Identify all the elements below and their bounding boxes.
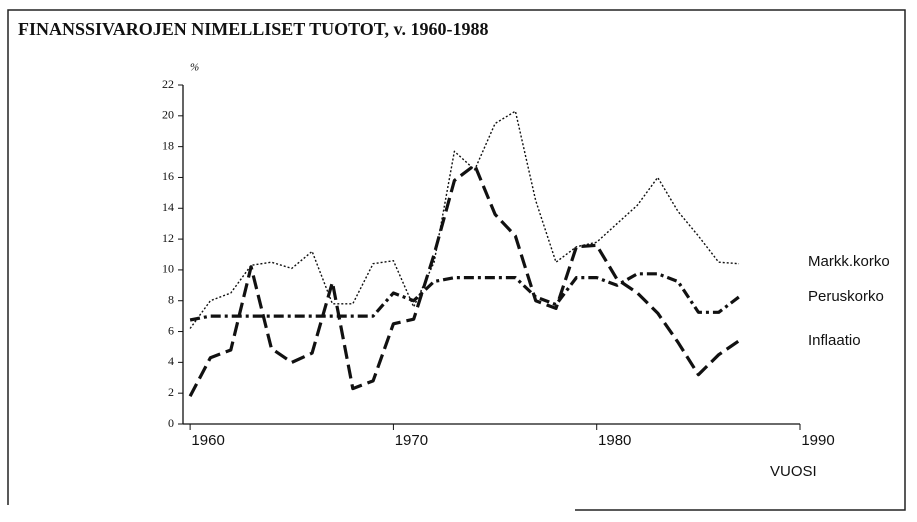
y-tick-label: 16 bbox=[162, 169, 174, 183]
y-tick-label: 10 bbox=[162, 262, 174, 276]
x-tick-label: 1960 bbox=[191, 432, 224, 449]
x-tick-label: 1970 bbox=[395, 432, 428, 449]
chart-title: FINANSSIVAROJEN NIMELLISET TUOTOT, v. 19… bbox=[18, 19, 488, 39]
x-tick-label: 1990 bbox=[801, 432, 834, 449]
y-tick-label: 22 bbox=[162, 77, 174, 91]
y-tick-label: 12 bbox=[162, 231, 174, 245]
y-axis-label: % bbox=[190, 62, 199, 74]
legend-label: Inflaatio bbox=[808, 332, 861, 349]
series-line bbox=[189, 272, 740, 322]
x-axis-label: VUOSI bbox=[770, 463, 817, 480]
y-tick-label: 18 bbox=[162, 138, 174, 152]
y-tick-label: 0 bbox=[168, 416, 174, 430]
legend-label: Peruskorko bbox=[808, 288, 884, 305]
frame bbox=[7, 9, 906, 511]
y-tick-label: 14 bbox=[162, 200, 174, 214]
series-line bbox=[188, 163, 740, 398]
y-tick-label: 8 bbox=[168, 292, 174, 306]
x-tick-label: 1980 bbox=[598, 432, 631, 449]
y-tick-label: 4 bbox=[168, 354, 174, 368]
series-line bbox=[189, 110, 740, 329]
legend-label: Markk.korko bbox=[808, 253, 890, 270]
y-tick-label: 6 bbox=[168, 323, 174, 337]
y-tick-label: 2 bbox=[168, 385, 174, 399]
y-tick-label: 20 bbox=[162, 108, 174, 122]
